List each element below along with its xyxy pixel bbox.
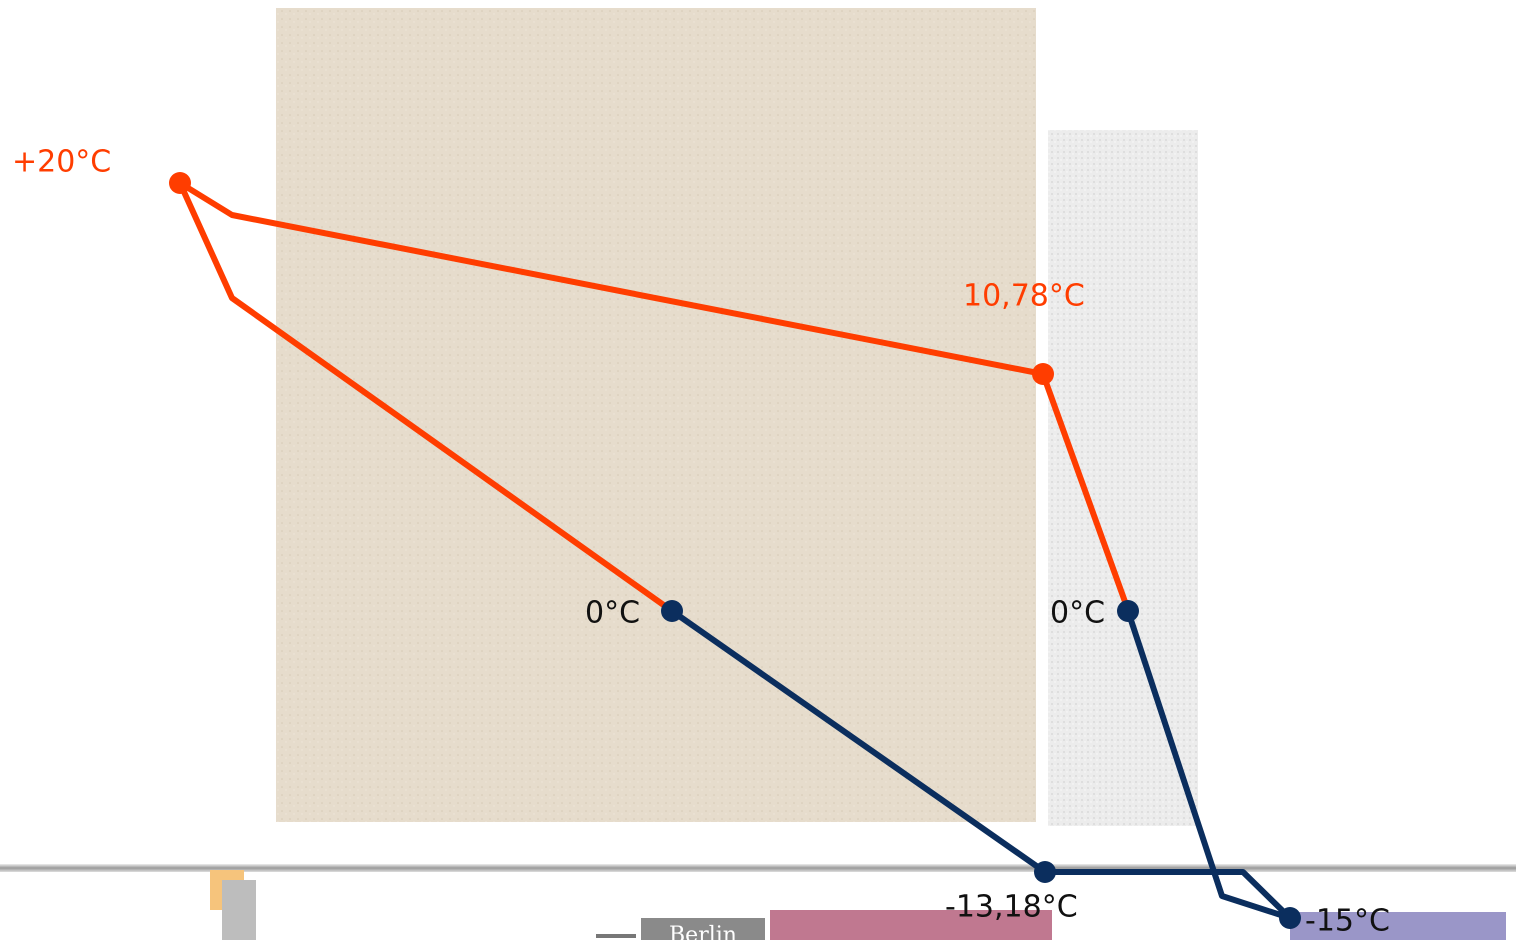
temp-label: -15°C bbox=[1305, 904, 1390, 939]
berlin-text: Berlin bbox=[669, 923, 737, 940]
point bbox=[1032, 363, 1054, 385]
logo-block bbox=[222, 880, 256, 940]
insulation-layer bbox=[1048, 130, 1198, 826]
point bbox=[169, 172, 191, 194]
logo-bar bbox=[596, 934, 636, 938]
point bbox=[1117, 600, 1139, 622]
temp-label: 0°C bbox=[585, 596, 640, 631]
point bbox=[1279, 907, 1301, 929]
point bbox=[1034, 861, 1056, 883]
diagram: Berlin +20°C 10,78°C 0°C 0°C -13,18°C -1… bbox=[0, 0, 1516, 940]
temp-label: +20°C bbox=[12, 145, 111, 180]
temp-label: 10,78°C bbox=[963, 279, 1085, 314]
wall-layer bbox=[276, 8, 1036, 822]
temp-label: -13,18°C bbox=[945, 890, 1078, 925]
temp-label: 0°C bbox=[1050, 596, 1105, 631]
point bbox=[661, 600, 683, 622]
